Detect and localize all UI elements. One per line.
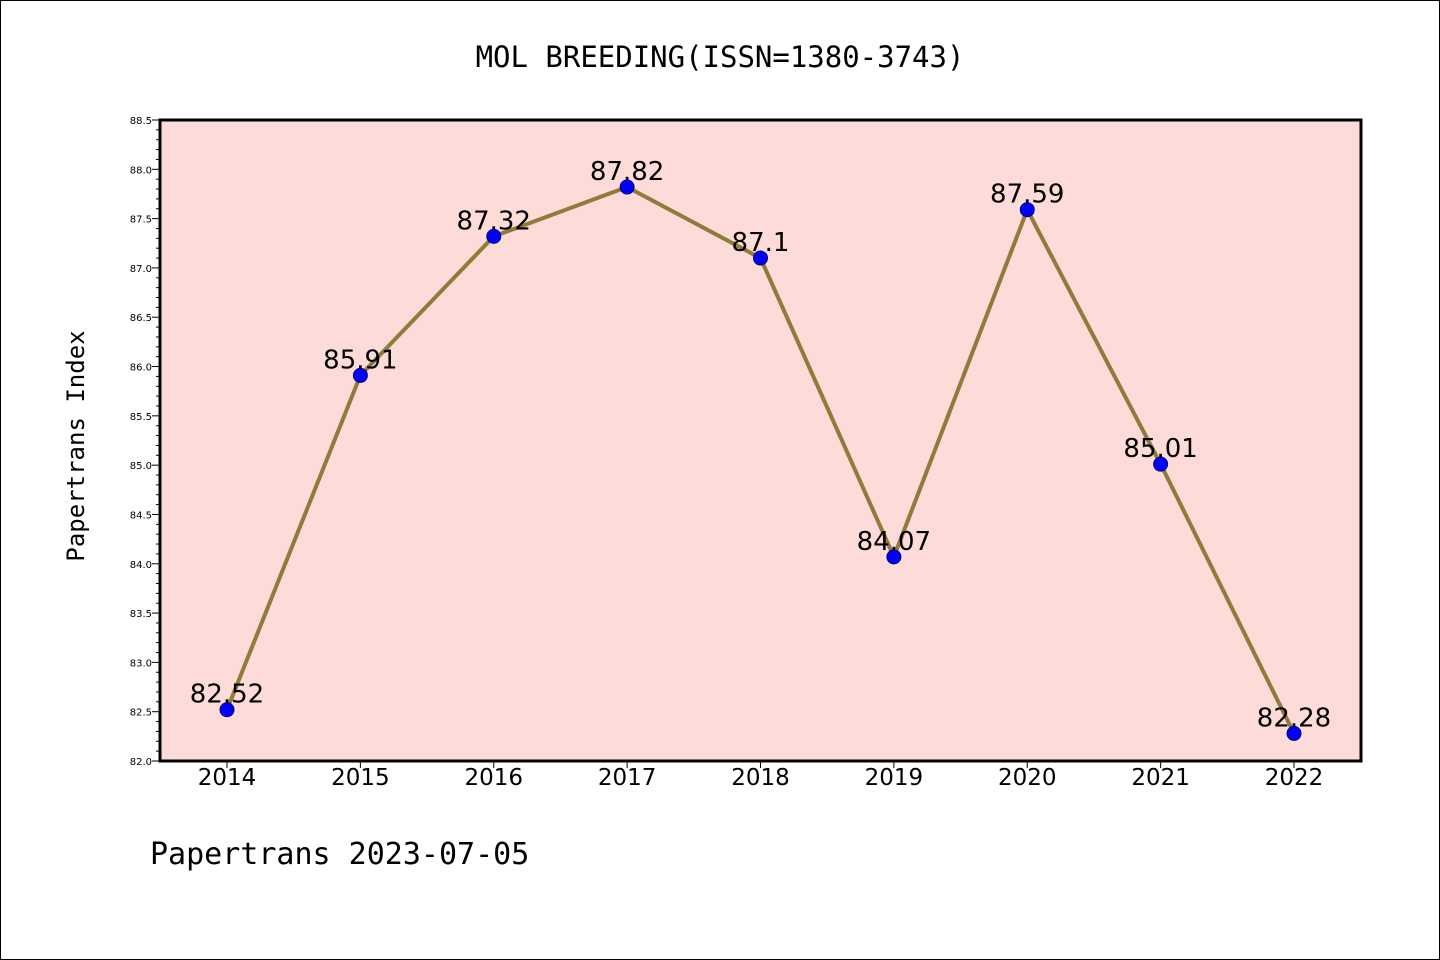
data-point: [1153, 456, 1169, 472]
y-tick-label: 88.0: [130, 165, 152, 176]
data-point: [886, 549, 902, 565]
y-tick-label: 86.0: [130, 363, 152, 374]
y-tick-label: 85.0: [130, 461, 152, 472]
y-tick-label: 83.0: [130, 658, 152, 669]
data-label: 85.91: [323, 345, 397, 375]
plot-area: [160, 120, 1361, 761]
data-label: 82.52: [190, 680, 264, 710]
footer-text: Papertrans 2023-07-05: [150, 837, 529, 872]
y-tick-label: 85.5: [130, 412, 152, 423]
plot-frame: [158, 118, 1363, 763]
x-tick-label: 2018: [731, 765, 790, 791]
data-point: [352, 367, 368, 383]
y-axis-label: Papertrans Index: [62, 330, 90, 561]
y-tick-label: 87.0: [130, 264, 152, 275]
data-point: [1019, 202, 1035, 218]
x-axis-ticks: 2014 2015 2016 2017 2018 2019 2020 2021 2022: [198, 761, 1324, 791]
data-point: [619, 179, 635, 195]
data-label: 87.32: [457, 206, 531, 236]
x-tick-label: 2017: [598, 765, 657, 791]
data-label: 84.07: [857, 527, 931, 557]
data-point: [486, 228, 502, 244]
data-point: [753, 250, 768, 266]
y-tick-label: 82.0: [130, 757, 152, 768]
y-tick-label: 84.0: [130, 560, 152, 571]
x-tick-label: 2016: [464, 765, 523, 791]
data-point: [1286, 725, 1302, 741]
x-tick-label: 2022: [1265, 765, 1324, 791]
y-tick-label: 88.5: [130, 116, 152, 127]
data-labels: 82.52 85.91 87.32 87.82 87.1 84.07 87.59 85.01 8…: [190, 157, 1331, 733]
x-tick-label: 2015: [331, 765, 390, 791]
data-label: 87.59: [990, 180, 1064, 210]
y-axis-ticks: 82.0 82.5 83.0 83.5 84.0 84.5 85.0 85.5 86.0 86.5…: [130, 116, 160, 768]
x-tick-label: 2021: [1131, 765, 1190, 791]
data-label: 87.1: [732, 228, 790, 258]
data-label: 85.01: [1123, 434, 1197, 464]
y-tick-label: 82.5: [130, 708, 152, 719]
data-point: [219, 702, 235, 718]
y-tick-label: 83.5: [130, 609, 152, 620]
data-markers: [219, 179, 1302, 741]
chart-title: MOL BREEDING(ISSN=1380-3743): [476, 40, 965, 74]
y-tick-label: 87.5: [130, 215, 152, 226]
y-tick-label: 86.5: [130, 313, 152, 324]
data-label: 87.82: [590, 157, 664, 187]
x-tick-label: 2020: [998, 765, 1057, 791]
x-tick-label: 2014: [198, 765, 257, 791]
data-label: 82.28: [1257, 703, 1331, 733]
y-tick-label: 84.5: [130, 510, 152, 521]
x-tick-label: 2019: [865, 765, 924, 791]
